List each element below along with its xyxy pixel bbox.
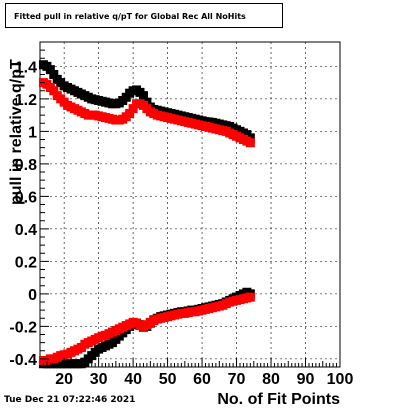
series-0-upper-point	[138, 91, 148, 101]
y-tick-label: -0.2	[9, 319, 37, 336]
y-tick-label: 1.2	[15, 92, 37, 109]
x-tick-label: 60	[193, 371, 211, 388]
y-tick-label: 0.2	[15, 254, 37, 271]
x-axis-title: No. of Fit Points	[217, 391, 340, 408]
series-0-upper-point	[49, 70, 59, 79]
y-tick-label: 0	[28, 287, 37, 304]
series-1-upper-point	[125, 109, 135, 118]
timestamp: Tue Dec 21 07:22:46 2021	[4, 395, 136, 405]
x-tick-label: 40	[124, 371, 142, 388]
chart-title: Fitted pull in relative q/pT for Global …	[5, 3, 283, 28]
series-1-upper-point	[49, 86, 59, 96]
x-tick-label: 100	[327, 371, 354, 388]
x-tick-label: 30	[90, 371, 108, 388]
x-tick-label: 90	[297, 371, 315, 388]
series-1-upper-point	[245, 138, 255, 148]
y-tick-label: 0.6	[15, 189, 37, 206]
y-tick-label: 1	[28, 124, 37, 141]
y-tick-label: 0.8	[15, 157, 37, 174]
x-tick-label: 70	[228, 371, 246, 388]
x-tick-label: 80	[262, 371, 280, 388]
y-tick-label: -0.4	[9, 352, 37, 369]
axis-layer: 20 30 40 50 60 70 80 90 100 -0.4 -0.2 0 0.2 0.4 0.6 0.8…	[9, 41, 354, 388]
series-1-upper-point	[128, 104, 138, 114]
y-axis-title: pull in relative q/pT	[8, 59, 25, 205]
series-0-upper-point	[45, 65, 55, 75]
x-tick-label: 50	[159, 371, 177, 388]
series-1-lower-point	[245, 292, 255, 302]
x-tick-label: 20	[55, 371, 73, 388]
y-tick-label: 1.4	[15, 59, 37, 76]
y-tick-label: 0.4	[15, 222, 37, 239]
